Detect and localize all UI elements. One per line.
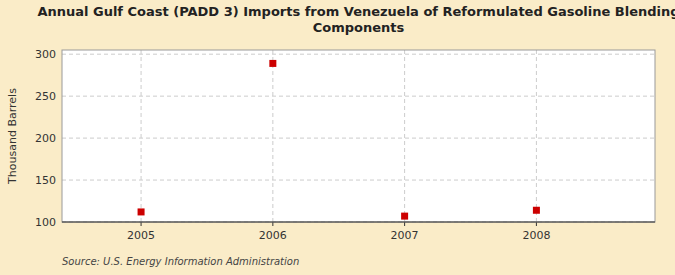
tick-label: 150: [35, 174, 56, 187]
tick-label: 250: [35, 90, 56, 103]
tick-label: 200: [35, 132, 56, 145]
tick-label: 2006: [259, 229, 287, 242]
point: [138, 208, 145, 215]
title: Components: [313, 20, 405, 35]
points: [138, 60, 540, 220]
grid-line: [62, 138, 655, 139]
tick-label: 100: [35, 216, 56, 229]
grid-line: [272, 50, 273, 222]
tick-mark: [141, 222, 142, 226]
grid-line: [62, 222, 655, 223]
point: [269, 60, 276, 67]
grid-line: [404, 50, 405, 222]
grid-line: [62, 180, 655, 181]
tick-mark: [404, 222, 405, 226]
plot-frame: [62, 50, 655, 222]
background: [0, 0, 675, 275]
title: Annual Gulf Coast (PADD 3) Imports from …: [37, 4, 675, 19]
chart: Annual Gulf Coast (PADD 3) Imports from …: [0, 0, 675, 275]
grid-line: [536, 50, 537, 222]
tick-mark: [272, 222, 273, 226]
annotation: Source: U.S. Energy Information Administ…: [62, 256, 299, 267]
grid-line: [62, 96, 655, 97]
tick-label: 2005: [127, 229, 155, 242]
point: [533, 207, 540, 214]
tick-label: 2007: [391, 229, 419, 242]
point: [401, 213, 408, 220]
grid-line: [141, 50, 142, 222]
grid-line: [62, 54, 655, 55]
y-axis-label: Thousand Barrels: [6, 88, 19, 185]
tick-label: 2008: [522, 229, 550, 242]
x-axis: [62, 221, 655, 222]
tick-label: 300: [35, 48, 56, 61]
plot-area: [62, 50, 655, 222]
tick-mark: [536, 222, 537, 226]
